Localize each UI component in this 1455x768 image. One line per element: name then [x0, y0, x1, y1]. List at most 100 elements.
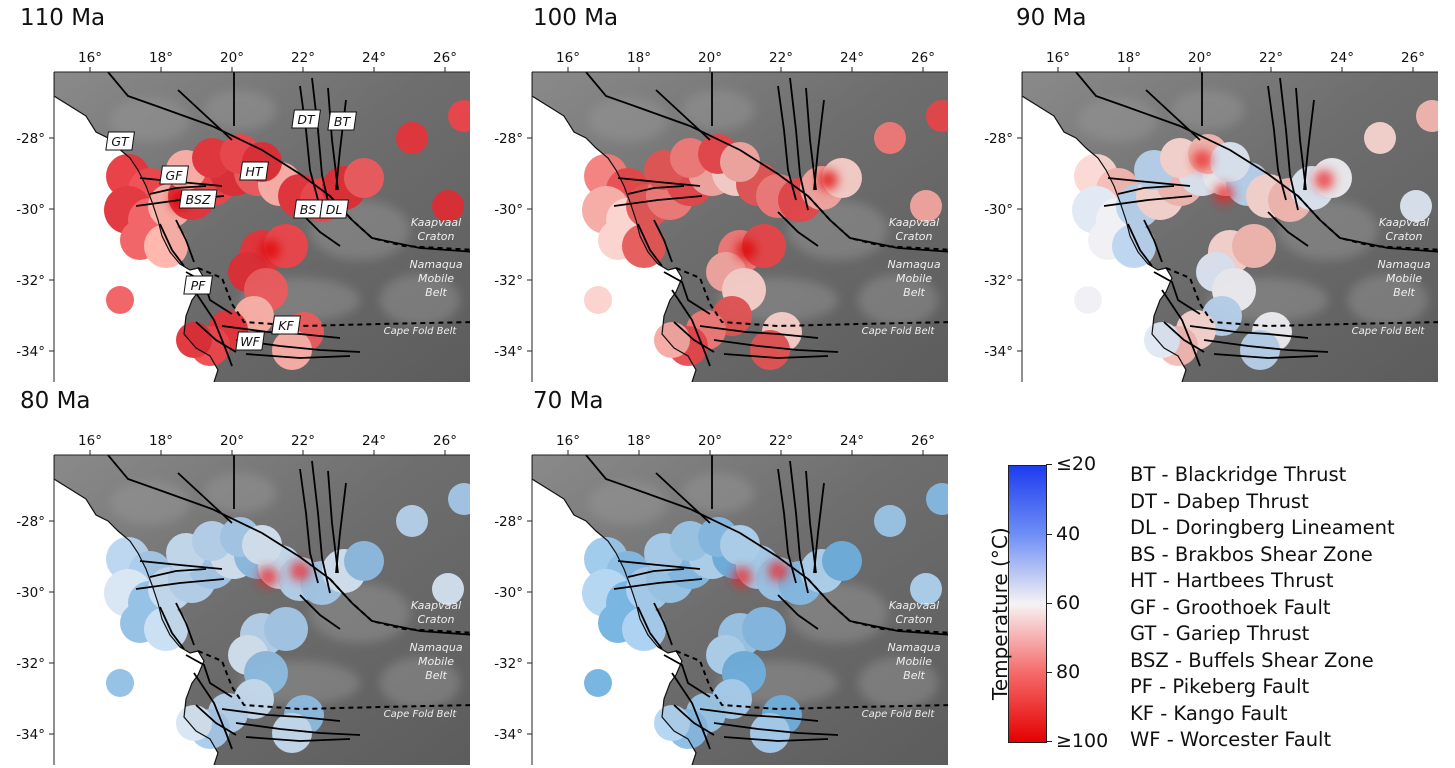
legend-item: HT - Hartbees Thrust	[1130, 569, 1334, 592]
fault-line	[1295, 87, 1307, 191]
temperature-cell	[1144, 322, 1180, 358]
land-relief	[532, 72, 948, 382]
map-panel-70: 70 Ma Kaapvaal Craton Namaqua Mobile Belt Cap…	[478, 383, 948, 765]
region-label: Belt	[425, 669, 447, 682]
temperature-cell	[344, 158, 384, 198]
svg-text:WF: WF	[240, 334, 260, 349]
temperature-cell	[448, 483, 470, 515]
lat-tick-label: -32°	[16, 656, 45, 672]
coastline	[532, 455, 697, 765]
lon-tick-label: 16°	[78, 433, 102, 449]
fault-line	[713, 722, 839, 736]
legend-item: BSZ - Buffels Shear Zone	[1130, 648, 1374, 672]
temperature-cell	[720, 142, 760, 182]
fault-line	[663, 271, 711, 315]
fault-line	[193, 289, 233, 367]
fault-line	[195, 704, 237, 736]
region-label: Namaqua	[887, 641, 940, 654]
fault-label-pf: PF	[183, 275, 213, 295]
fault-line	[1189, 325, 1309, 339]
lon-tick-label: 24°	[1330, 50, 1354, 66]
lat-tick-label: -28°	[16, 131, 45, 147]
map-panel-100: 100 Ma Kaapvaal Craton Namaqua Mobile Belt Ca…	[478, 0, 948, 382]
temperature-cell	[1416, 100, 1438, 132]
temperature-cells	[582, 100, 948, 370]
fault-line	[777, 85, 797, 201]
fault-line	[789, 77, 809, 211]
fault-line	[1153, 271, 1201, 315]
temperature-cells	[582, 483, 948, 753]
temperature-cell	[448, 100, 470, 132]
fault-line	[185, 654, 233, 698]
fault-line	[1163, 321, 1205, 353]
temperature-cell	[926, 483, 948, 515]
panel-title: 70 Ma	[533, 388, 604, 414]
fault-line	[177, 89, 233, 141]
lon-tick-label: 20°	[1188, 50, 1212, 66]
fault-line	[1267, 85, 1287, 201]
region-label: Cape Fold Belt	[384, 326, 458, 337]
temperature-cell	[272, 713, 312, 753]
fault-line	[613, 578, 703, 590]
fault-line	[637, 223, 663, 267]
fold-belt-boundary	[1165, 267, 1438, 328]
fault-line	[713, 339, 839, 353]
lon-tick-label: 24°	[362, 433, 386, 449]
fault-line	[723, 353, 829, 359]
fault-line	[813, 99, 825, 191]
legend-item: BT - Blackridge Thrust	[1130, 463, 1347, 486]
region-label: Kaapvaal	[411, 216, 461, 229]
temperature-colorbar	[1008, 465, 1047, 743]
temperature-cell	[822, 541, 862, 581]
fault-line	[777, 594, 819, 630]
temperature-cell	[742, 607, 786, 651]
legend-item: WF - Worcester Fault	[1130, 728, 1332, 751]
fault-line	[663, 654, 711, 698]
fold-belt-boundary	[675, 650, 948, 711]
fault-line	[627, 185, 685, 195]
lon-tick-label: 26°	[1401, 50, 1425, 66]
legend-item: GT - Gariep Thrust	[1130, 622, 1310, 645]
fault-line	[1213, 353, 1319, 359]
lat-tick-label: -30°	[494, 202, 523, 218]
lat-tick-label: -34°	[494, 344, 523, 360]
svg-text:PF: PF	[191, 278, 207, 293]
lat-tick-label: -32°	[494, 273, 523, 289]
colorbar-tick: ≤20	[1046, 453, 1096, 475]
fault-line	[135, 578, 225, 590]
fault-line	[299, 468, 319, 584]
lon-tick-label: 18°	[627, 50, 651, 66]
map-panel-110: 110 Ma Kaapvaal Craton Namaqua Mobile Belt Ca…	[0, 0, 470, 382]
fault-line	[299, 594, 341, 630]
fault-line	[789, 460, 809, 594]
temperature-cell	[750, 713, 790, 753]
panel-title: 90 Ma	[1016, 5, 1087, 31]
lat-tick-label: -34°	[16, 344, 45, 360]
fault-line	[311, 460, 331, 594]
coastline	[532, 72, 697, 382]
region-label: Mobile	[418, 272, 454, 285]
temperature-cell	[654, 705, 690, 741]
lat-tick-label: -30°	[494, 585, 523, 601]
region-label: Namaqua	[887, 258, 940, 271]
fault-line	[299, 85, 319, 201]
fault-line	[221, 708, 341, 722]
region-label: Cape Fold Belt	[862, 326, 936, 337]
lon-tick-label: 16°	[556, 50, 580, 66]
fault-line	[805, 87, 817, 191]
legend-item: KF - Kango Fault	[1130, 701, 1288, 725]
lon-tick-label: 20°	[220, 433, 244, 449]
temperature-cell	[910, 190, 942, 222]
fault-line	[653, 219, 673, 263]
fault-line	[175, 602, 195, 646]
fault-line	[1127, 223, 1153, 267]
fault-line	[1303, 99, 1315, 191]
temperature-cell	[720, 525, 760, 565]
lon-tick-label: 22°	[1259, 50, 1283, 66]
map-panel-90: 90 Ma Kaapvaal Craton Namaqua Mobile Belt Cap…	[968, 0, 1438, 382]
region-label: Cape Fold Belt	[1352, 326, 1426, 337]
lon-tick-label: 18°	[1117, 50, 1141, 66]
panel-title: 100 Ma	[533, 5, 619, 31]
